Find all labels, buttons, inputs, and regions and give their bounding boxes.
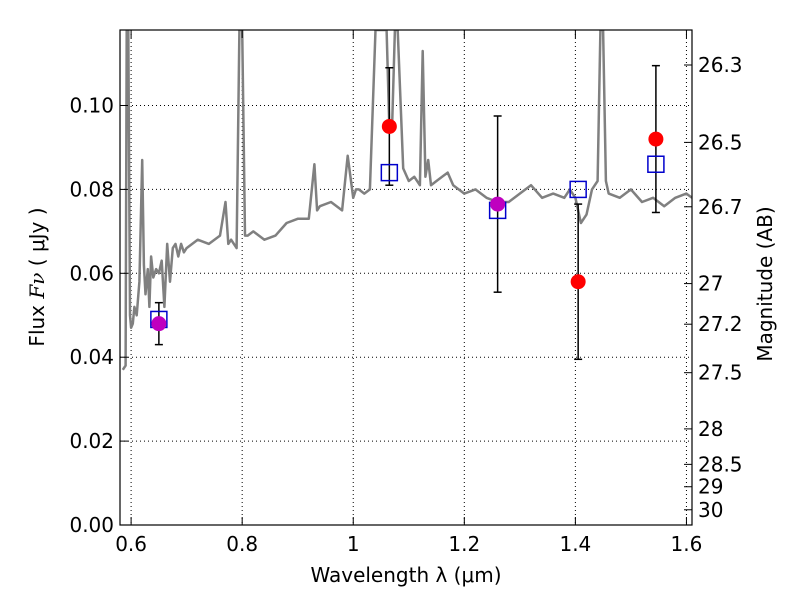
x-tick-label: 1.4 [559,532,591,556]
right-tick-label: 27.5 [698,361,743,385]
y-axis-label-right: Magnitude (AB) [753,206,777,361]
right-tick-label: 30 [698,498,723,522]
observed-point [381,118,397,134]
y-axis-label-symbol: Fν [25,273,49,300]
x-tick-label: 1.6 [671,532,703,556]
axis-ticks: 0.6 0.8 1 1.2 1.4 1.6 0.00 0.02 0.04 0.06 0.08 0.10… [69,30,743,556]
y-tick-label: 0.06 [69,261,114,285]
right-tick-label: 26.3 [698,53,743,77]
plot-frame [119,29,693,526]
right-tick-label: 28.5 [698,452,743,476]
model-point-square [647,155,665,173]
right-tick-label: 26.5 [698,130,743,154]
y-axis-label-prefix: Flux [25,299,49,347]
observed-point [151,316,167,332]
y-tick-label: 0.10 [69,94,114,118]
observed-point [490,196,506,212]
right-tick-label: 27.2 [698,312,743,336]
observed-point [648,131,664,147]
y-axis-label-left: Flux Fν ( μJy ) [25,207,49,346]
spectrum-line [121,30,692,371]
right-tick-label: 26.7 [698,195,743,219]
y-tick-label: 0.00 [69,513,114,537]
y-tick-label: 0.04 [69,345,114,369]
y-axis-label-unit: ( μJy ) [25,207,49,272]
data-points-layer [150,64,665,361]
right-tick-label: 28 [698,417,723,441]
model-point-square [380,163,399,182]
x-tick-label: 1 [347,532,360,556]
observed-point [570,274,586,290]
x-tick-label: 0.6 [115,532,147,556]
spectrum-layer [121,30,692,371]
y-tick-label: 0.08 [69,177,114,201]
right-tick-label: 29 [698,475,723,499]
x-tick-label: 1.2 [448,532,480,556]
x-axis-label: Wavelength λ (μm) [310,563,501,587]
x-tick-label: 0.8 [226,532,258,556]
model-point-square [569,180,587,199]
right-tick-label: 27 [698,272,723,296]
y-tick-label: 0.02 [69,429,114,453]
